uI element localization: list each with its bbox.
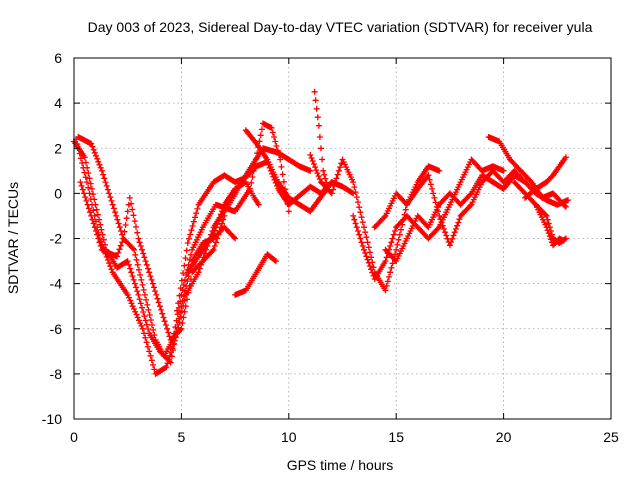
plus-markers xyxy=(532,201,567,249)
y-tick-label: 6 xyxy=(54,50,62,66)
chart-title: Day 003 of 2023, Sidereal Day-to-day VTE… xyxy=(88,19,593,35)
y-tick-label: -6 xyxy=(50,321,63,337)
x-tick-label: 0 xyxy=(70,429,78,445)
y-tick-label: 0 xyxy=(54,185,62,201)
series-sat-l xyxy=(371,167,529,249)
y-tick-label: -2 xyxy=(50,231,63,247)
x-tick-label: 15 xyxy=(388,429,404,445)
x-tick-label: 25 xyxy=(603,429,619,445)
x-tick-label: 5 xyxy=(178,429,186,445)
x-axis-label: GPS time / hours xyxy=(287,457,394,473)
plus-markers xyxy=(311,88,331,190)
series-sat-i xyxy=(311,88,331,190)
series-sat-b xyxy=(73,136,314,377)
series-sat-g xyxy=(232,251,279,298)
y-tick-label: -10 xyxy=(42,411,62,427)
series-sat-f xyxy=(184,179,262,276)
plus-markers xyxy=(371,167,529,249)
plus-markers xyxy=(184,179,262,276)
plus-markers xyxy=(77,179,228,343)
grid xyxy=(74,58,611,419)
plus-markers xyxy=(73,136,314,377)
x-tick-label: 10 xyxy=(281,429,297,445)
plus-markers xyxy=(174,158,335,314)
axis-ticks: 0 5 10 15 20 25 -10 -8 -6 -4 -2 0 2 4 6 xyxy=(42,50,619,445)
series-sat-e xyxy=(174,158,335,314)
y-tick-label: 4 xyxy=(54,95,62,111)
plus-markers xyxy=(232,251,279,298)
y-tick-label: -4 xyxy=(50,276,63,292)
series-sat-p xyxy=(522,154,569,201)
plus-markers xyxy=(485,134,569,210)
plus-markers xyxy=(522,154,569,201)
plus-markers xyxy=(382,172,571,265)
y-tick-label: -8 xyxy=(50,366,63,382)
data-points xyxy=(71,88,571,377)
series-sat-n xyxy=(485,134,569,210)
series-sat-h xyxy=(242,127,357,215)
plus-markers xyxy=(242,127,357,215)
series-sat-d xyxy=(77,179,228,343)
y-tick-label: 2 xyxy=(54,140,62,156)
x-tick-label: 20 xyxy=(496,429,512,445)
y-axis-label: SDTVAR / TECUs xyxy=(5,182,21,294)
series-sat-q xyxy=(532,201,567,249)
series-sat-m xyxy=(382,172,571,265)
